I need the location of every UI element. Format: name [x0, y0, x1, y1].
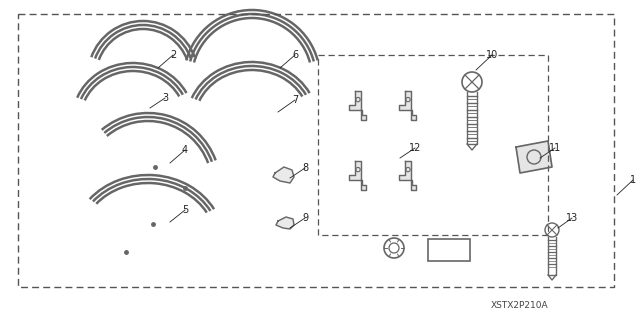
Polygon shape: [516, 141, 552, 173]
Text: 2: 2: [170, 50, 176, 60]
Text: 13: 13: [566, 213, 578, 223]
Text: 3: 3: [162, 93, 168, 103]
Text: 4: 4: [182, 145, 188, 155]
Text: 1: 1: [630, 175, 636, 185]
Text: 8: 8: [302, 163, 308, 173]
Text: XSTX2P210A: XSTX2P210A: [491, 300, 549, 309]
Text: 7: 7: [292, 95, 298, 105]
Text: 5: 5: [182, 205, 188, 215]
Polygon shape: [399, 91, 416, 120]
Bar: [428, 239, 470, 261]
Text: 9: 9: [302, 213, 308, 223]
Polygon shape: [276, 217, 294, 229]
Polygon shape: [349, 91, 366, 120]
Polygon shape: [273, 167, 294, 183]
Polygon shape: [399, 160, 416, 190]
Text: 12: 12: [409, 143, 421, 153]
Polygon shape: [349, 160, 366, 190]
Text: 6: 6: [292, 50, 298, 60]
Text: 10: 10: [486, 50, 498, 60]
Text: 11: 11: [549, 143, 561, 153]
